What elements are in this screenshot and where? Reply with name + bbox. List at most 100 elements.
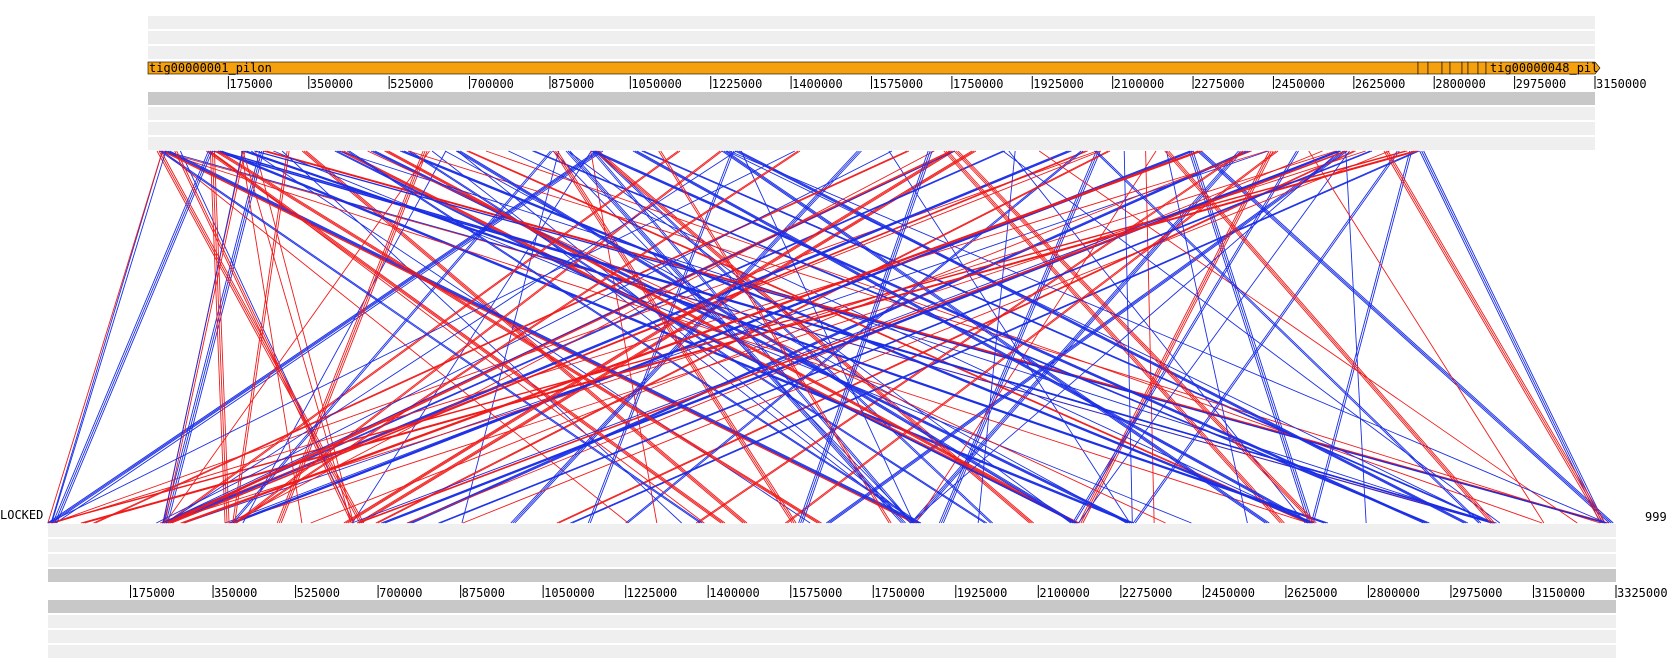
forward-match-line[interactable]	[56, 150, 213, 524]
reverse-match-line[interactable]	[485, 150, 1543, 524]
forward-match-line[interactable]	[230, 150, 551, 524]
reverse-match-line[interactable]	[207, 150, 724, 524]
forward-match-line[interactable]	[636, 150, 1312, 524]
reverse-match-line[interactable]	[1078, 150, 1270, 524]
forward-match-line[interactable]	[338, 150, 1492, 524]
forward-match-line[interactable]	[726, 150, 1491, 524]
reverse-match-line[interactable]	[174, 150, 352, 524]
reverse-match-line[interactable]	[943, 150, 1281, 524]
reverse-match-line[interactable]	[359, 150, 975, 524]
reverse-match-line[interactable]	[84, 150, 1419, 524]
forward-match-line[interactable]	[165, 150, 737, 524]
forward-match-line[interactable]	[590, 150, 1424, 524]
forward-match-line[interactable]	[802, 150, 933, 524]
forward-match-line[interactable]	[721, 150, 1266, 524]
reverse-match-line[interactable]	[462, 150, 1390, 524]
reverse-match-line[interactable]	[240, 150, 303, 524]
reverse-match-line[interactable]	[1164, 150, 1491, 524]
reverse-match-line[interactable]	[229, 150, 935, 524]
forward-match-line[interactable]	[567, 150, 1072, 524]
reverse-match-line[interactable]	[209, 150, 226, 524]
forward-match-line[interactable]	[1196, 150, 1610, 524]
reverse-match-line[interactable]	[310, 150, 1252, 524]
forward-match-line[interactable]	[1312, 150, 1413, 524]
reverse-match-line[interactable]	[367, 150, 1166, 524]
reverse-match-line[interactable]	[361, 150, 977, 524]
reverse-match-line[interactable]	[163, 150, 916, 524]
reverse-match-line[interactable]	[52, 150, 1098, 524]
reverse-match-line[interactable]	[590, 150, 658, 524]
forward-match-line[interactable]	[440, 150, 1373, 524]
reverse-match-line[interactable]	[213, 150, 230, 524]
forward-match-line[interactable]	[220, 150, 1496, 524]
reverse-match-line[interactable]	[957, 150, 1317, 524]
forward-match-line[interactable]	[47, 150, 597, 524]
forward-match-line[interactable]	[1008, 150, 1306, 524]
forward-match-line[interactable]	[940, 150, 1099, 524]
reverse-match-line[interactable]	[945, 150, 1283, 524]
forward-match-line[interactable]	[167, 150, 920, 524]
forward-match-line[interactable]	[163, 150, 1006, 524]
forward-match-line[interactable]	[438, 150, 1371, 524]
forward-match-line[interactable]	[351, 150, 592, 524]
forward-match-line[interactable]	[830, 150, 1348, 524]
forward-match-line[interactable]	[643, 150, 1495, 524]
forward-match-line[interactable]	[1078, 150, 1350, 524]
forward-match-line[interactable]	[52, 150, 209, 524]
reverse-match-line[interactable]	[305, 150, 748, 524]
reverse-match-line[interactable]	[347, 150, 955, 524]
forward-match-line[interactable]	[1421, 150, 1603, 524]
reverse-match-line[interactable]	[1168, 150, 1495, 524]
forward-match-line[interactable]	[281, 150, 682, 524]
forward-match-line[interactable]	[179, 150, 354, 524]
forward-match-line[interactable]	[159, 150, 701, 524]
reverse-match-line[interactable]	[164, 150, 430, 524]
reverse-match-line[interactable]	[1308, 150, 1545, 524]
reverse-match-line[interactable]	[53, 150, 1267, 524]
forward-match-line[interactable]	[51, 150, 601, 524]
reverse-match-line[interactable]	[468, 150, 1310, 524]
reverse-match-line[interactable]	[180, 150, 1199, 524]
top-contig-bar[interactable]: tig00000001_pilon tig00000048_pil	[147, 61, 1601, 75]
forward-match-line[interactable]	[49, 150, 599, 524]
reverse-match-line[interactable]	[162, 150, 629, 524]
forward-match-line[interactable]	[826, 150, 1344, 524]
reverse-match-line[interactable]	[182, 150, 1201, 524]
forward-match-line[interactable]	[219, 150, 1133, 524]
forward-match-line[interactable]	[565, 150, 902, 524]
forward-match-line[interactable]	[242, 150, 1325, 524]
forward-match-line[interactable]	[592, 150, 1426, 524]
forward-match-line[interactable]	[594, 150, 1428, 524]
reverse-match-line[interactable]	[93, 150, 908, 524]
reverse-match-line[interactable]	[176, 150, 354, 524]
reverse-match-line[interactable]	[169, 150, 1086, 524]
forward-match-line[interactable]	[1072, 150, 1297, 524]
forward-match-line[interactable]	[1345, 150, 1367, 524]
forward-match-line[interactable]	[409, 150, 988, 524]
reverse-match-line[interactable]	[375, 150, 1109, 524]
forward-match-line[interactable]	[1094, 150, 1480, 524]
reverse-match-line[interactable]	[660, 150, 892, 524]
reverse-match-line[interactable]	[408, 150, 1601, 524]
reverse-match-line[interactable]	[1387, 150, 1606, 524]
forward-match-line[interactable]	[738, 150, 1469, 524]
forward-match-line[interactable]	[1096, 150, 1482, 524]
forward-match-line[interactable]	[798, 150, 929, 524]
reverse-match-line[interactable]	[168, 150, 953, 524]
reverse-match-line[interactable]	[947, 150, 1285, 524]
forward-match-line[interactable]	[632, 150, 1308, 524]
reverse-match-line[interactable]	[236, 150, 801, 524]
forward-match-line[interactable]	[1074, 150, 1299, 524]
forward-match-line[interactable]	[736, 150, 1467, 524]
reverse-match-line[interactable]	[205, 150, 722, 524]
forward-match-line[interactable]	[50, 150, 163, 524]
forward-match-line[interactable]	[51, 150, 167, 524]
reverse-match-line[interactable]	[915, 150, 1157, 524]
reverse-match-line[interactable]	[377, 150, 1111, 524]
reverse-match-line[interactable]	[358, 150, 1348, 524]
forward-match-line[interactable]	[336, 150, 1078, 524]
forward-match-line[interactable]	[218, 150, 1494, 524]
forward-match-line[interactable]	[167, 150, 265, 524]
forward-match-line[interactable]	[217, 150, 1131, 524]
forward-match-line[interactable]	[634, 150, 1310, 524]
